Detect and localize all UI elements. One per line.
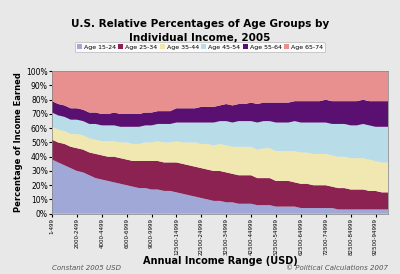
X-axis label: Annual Income Range (USD): Annual Income Range (USD) xyxy=(143,256,297,266)
Text: Individual Income, 2005: Individual Income, 2005 xyxy=(129,33,271,43)
Text: U.S. Relative Percentages of Age Groups by: U.S. Relative Percentages of Age Groups … xyxy=(71,19,329,29)
Y-axis label: Percentage of Income Earned: Percentage of Income Earned xyxy=(14,73,24,212)
Text: © Political Calculations 2007: © Political Calculations 2007 xyxy=(286,265,388,271)
Legend: Age 15-24, Age 25-34, Age 35-44, Age 45-54, Age 55-64, Age 65-74: Age 15-24, Age 25-34, Age 35-44, Age 45-… xyxy=(75,42,325,52)
Text: Constant 2005 USD: Constant 2005 USD xyxy=(52,265,121,271)
